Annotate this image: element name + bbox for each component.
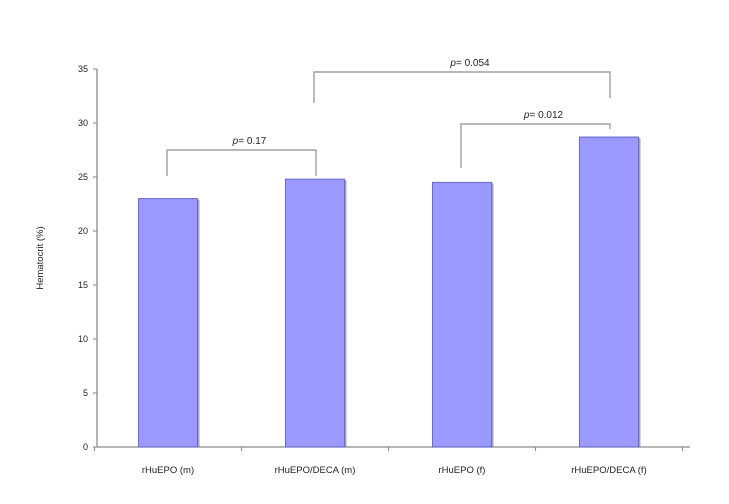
bar: [432, 181, 492, 448]
p-value-label: p= 0.054: [449, 58, 490, 69]
y-tick-label: 30: [78, 118, 88, 128]
category-label: rHuEPO (f): [439, 465, 486, 476]
y-tick-label: 25: [78, 172, 88, 182]
y-tick-label: 0: [83, 442, 88, 452]
bar-group: [138, 198, 200, 448]
bar: [138, 198, 198, 448]
p-symbol: p: [449, 58, 456, 69]
bracket-line: [166, 149, 317, 176]
p-value: = 0.012: [529, 110, 563, 121]
p-value-label: p= 0.012: [523, 110, 564, 121]
y-tick-label: 20: [78, 226, 88, 236]
y-ticks: 0 5 10 15 20 25 30 35: [78, 64, 97, 452]
significance-bracket: p= 0.17: [166, 136, 317, 176]
p-value-label: p= 0.17: [232, 136, 267, 147]
category-label: rHuEPO/DECA (m): [275, 465, 356, 476]
p-value: = 0.054: [456, 58, 490, 69]
y-axis-label: Hematocrit (%): [35, 226, 46, 289]
y-tick-label: 35: [78, 64, 88, 74]
y-axis-label-group: Hematocrit (%): [35, 226, 46, 289]
bar-group: [432, 181, 494, 448]
category-label: rHuEPO (m): [142, 465, 194, 476]
bar-group: [579, 136, 641, 448]
y-tick-label: 10: [78, 334, 88, 344]
category-label: rHuEPO/DECA (f): [571, 465, 647, 476]
p-symbol: p: [523, 110, 530, 121]
significance-bracket: p= 0.054: [313, 58, 611, 103]
bracket-line: [313, 71, 611, 103]
bar: [579, 136, 639, 448]
p-symbol: p: [232, 136, 239, 147]
bars: [138, 136, 641, 448]
bracket-line: [460, 123, 611, 168]
y-tick-label: 5: [83, 388, 88, 398]
bar-group: [285, 178, 347, 448]
p-value: = 0.17: [238, 136, 267, 147]
bar: [285, 178, 345, 448]
significance-bracket: p= 0.012: [460, 110, 611, 168]
y-tick-label: 15: [78, 280, 88, 290]
category-labels: rHuEPO (m) rHuEPO/DECA (m) rHuEPO (f) rHuEP…: [142, 465, 647, 476]
